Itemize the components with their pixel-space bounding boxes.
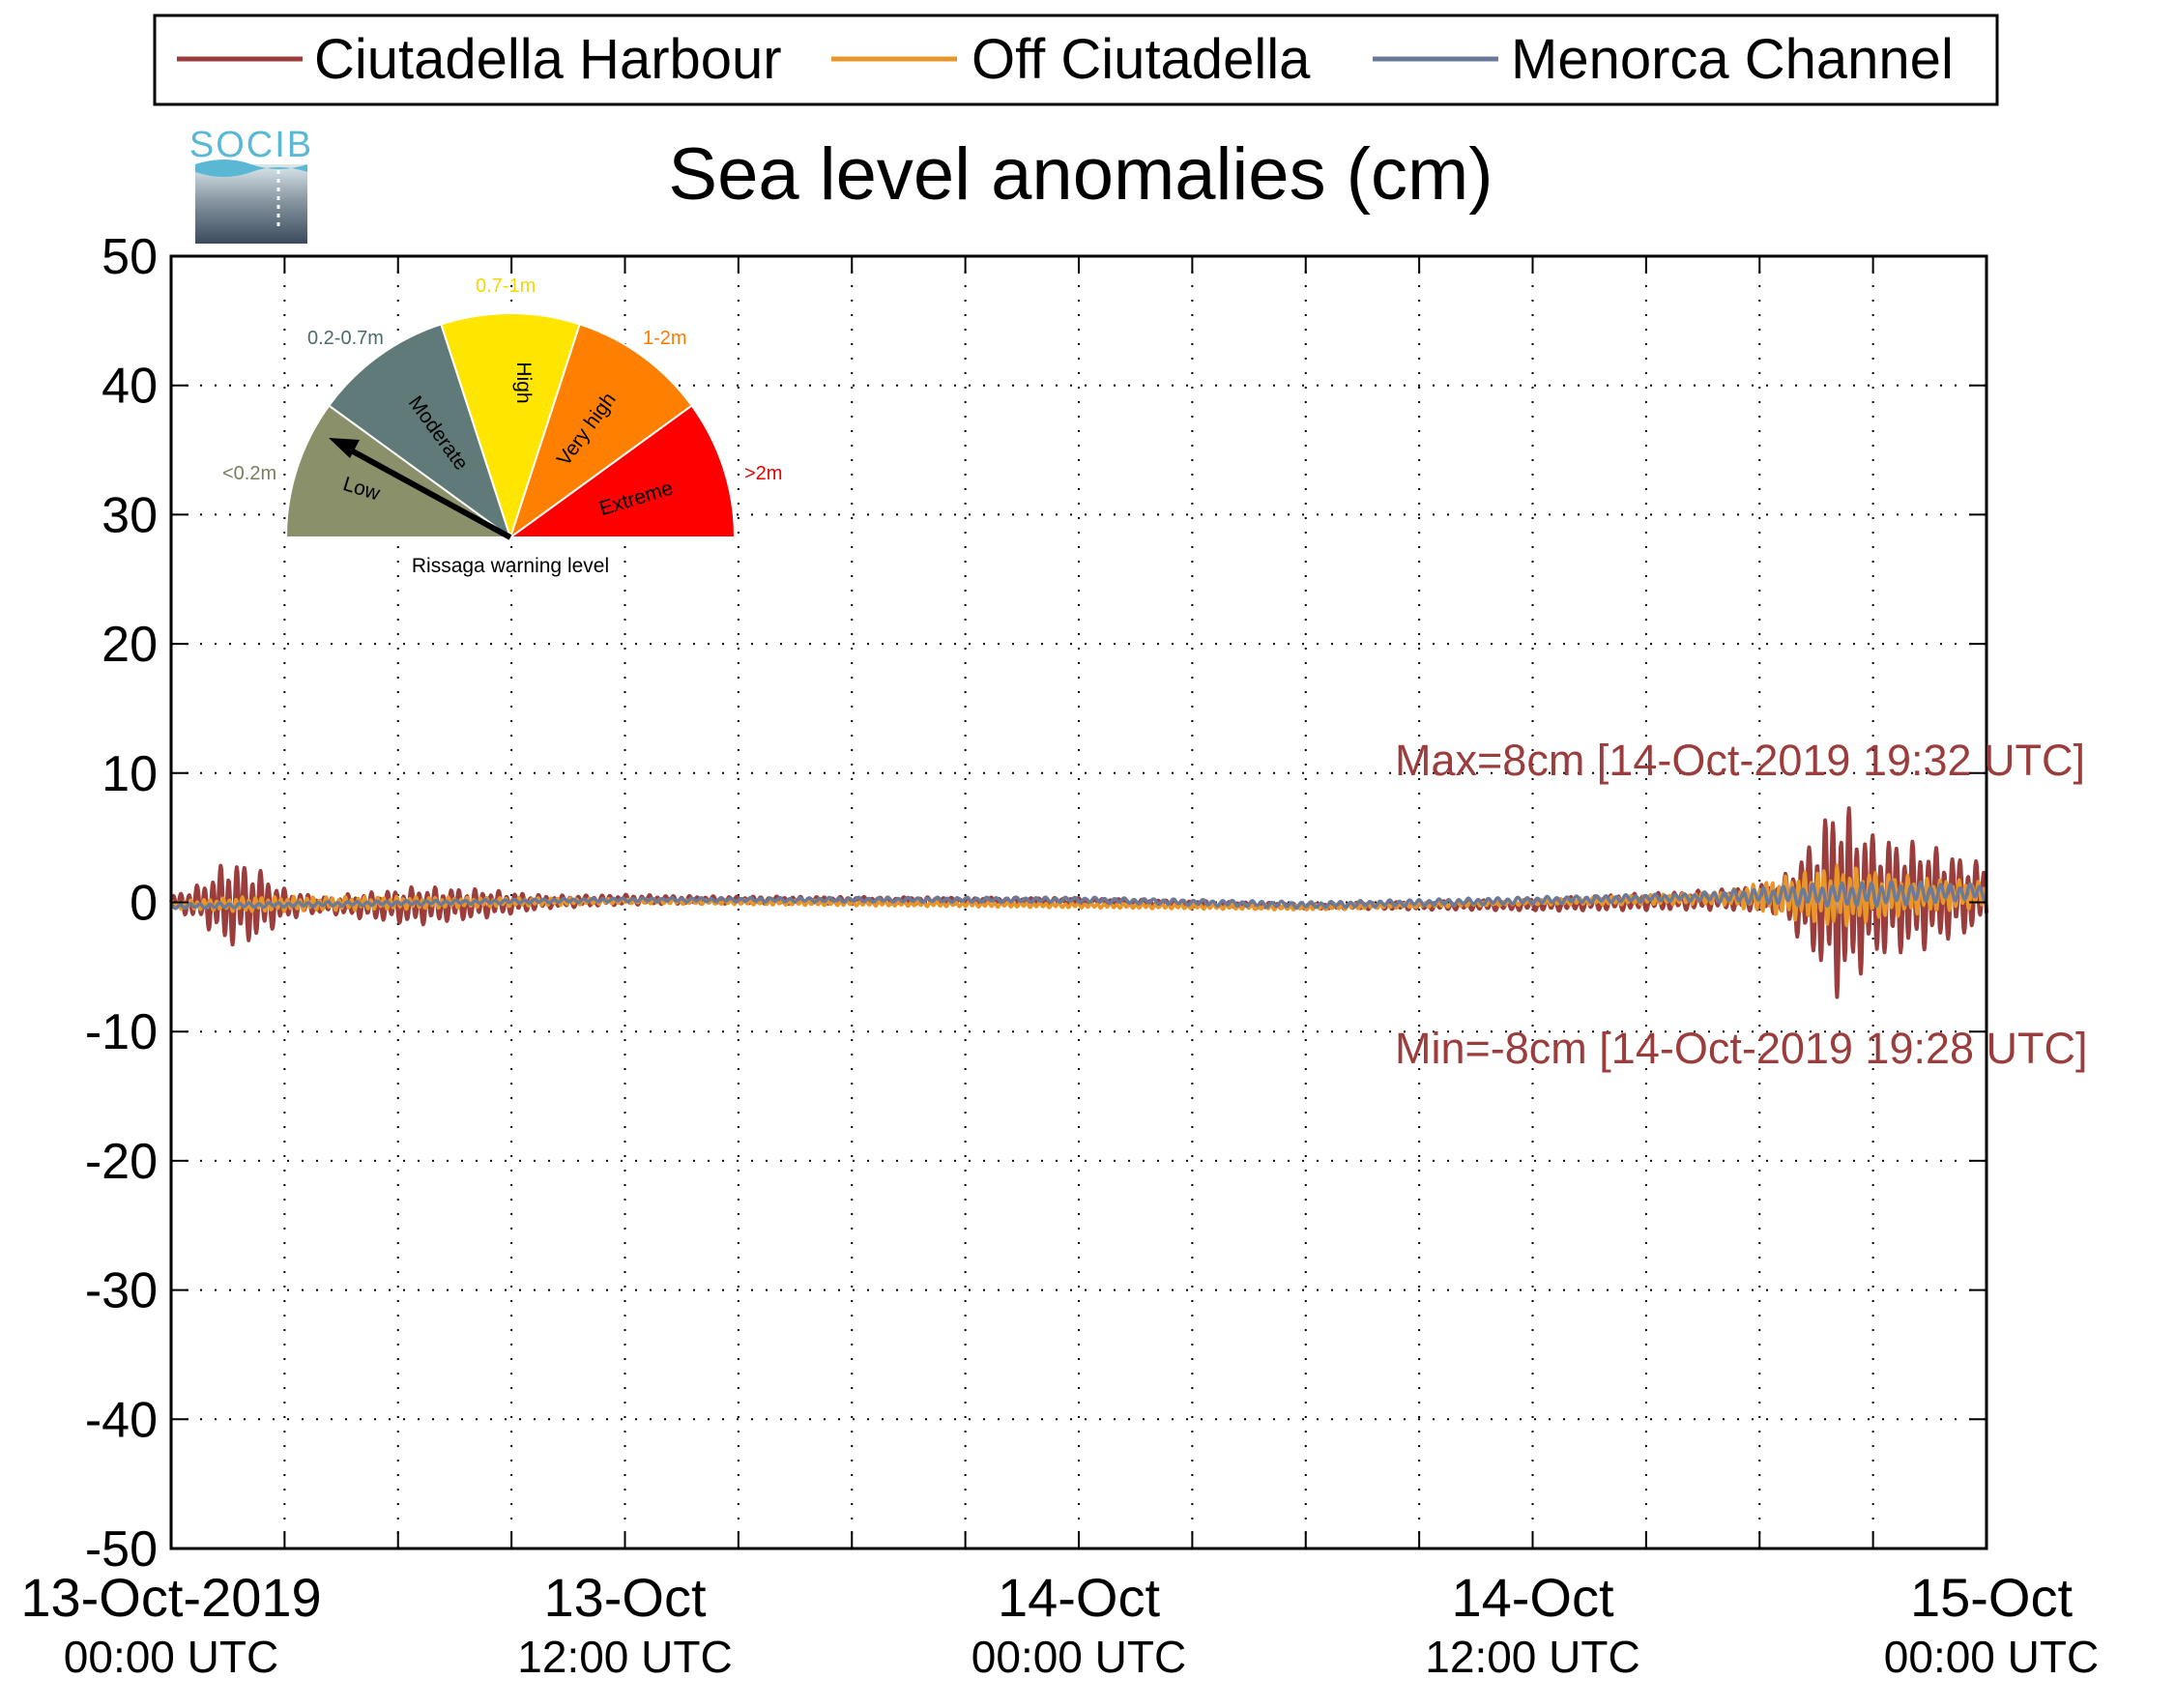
gauge-range-very-high: 1-2m bbox=[643, 328, 687, 349]
gauge-range-low: <0.2m bbox=[222, 463, 276, 484]
ytick-label: 50 bbox=[102, 229, 158, 285]
ytick-label: -50 bbox=[85, 1521, 158, 1578]
legend-label-off-ciutadella: Off Ciutadella bbox=[972, 28, 1311, 91]
logo-block bbox=[195, 164, 307, 244]
max-annotation: Max=8cm [14-Oct-2019 19:32 UTC] bbox=[1395, 736, 2085, 785]
xtick-label-time: 12:00 UTC bbox=[517, 1632, 732, 1682]
gauge-range-moderate: 0.2-0.7m bbox=[307, 328, 384, 349]
ytick-label: 0 bbox=[130, 876, 158, 932]
xtick-label-time: 00:00 UTC bbox=[64, 1632, 278, 1682]
logo-wave bbox=[195, 159, 307, 177]
xtick-label-date: 13-Oct-2019 bbox=[20, 1567, 321, 1628]
legend: Ciutadella Harbour Off Ciutadella Menorc… bbox=[153, 14, 1999, 106]
gauge-caption: Rissaga warning level bbox=[412, 555, 609, 577]
legend-label-ciutadella-harbour: Ciutadella Harbour bbox=[314, 28, 782, 91]
min-annotation: Min=-8cm [14-Oct-2019 19:28 UTC] bbox=[1395, 1024, 2088, 1073]
rissaga-warning-gauge: Low Moderate High Very high Extreme <0.2… bbox=[222, 275, 782, 577]
series-layer bbox=[169, 806, 1988, 999]
logo-text: SOCIB bbox=[189, 125, 313, 165]
legend-box bbox=[153, 14, 1999, 106]
ytick-label: -40 bbox=[85, 1392, 158, 1448]
ytick-label: -30 bbox=[85, 1263, 158, 1319]
socib-logo: SOCIB bbox=[189, 125, 313, 244]
gauge-segment-very-high bbox=[508, 323, 694, 540]
gauge-needle-head bbox=[329, 438, 360, 458]
series-line bbox=[169, 880, 1988, 911]
ytick-label: -10 bbox=[85, 1004, 158, 1060]
chart-title: Sea level anomalies (cm) bbox=[668, 133, 1493, 216]
xtick-label-date: 13-Oct bbox=[543, 1567, 706, 1628]
ytick-label: 20 bbox=[102, 617, 158, 673]
legend-label-menorca-channel: Menorca Channel bbox=[1511, 28, 1954, 91]
xtick-label-time: 00:00 UTC bbox=[1884, 1632, 2099, 1682]
xtick-label-date: 14-Oct bbox=[1451, 1567, 1613, 1628]
ytick-label: -20 bbox=[85, 1134, 158, 1190]
gauge-segment-moderate bbox=[327, 323, 512, 540]
gauge-segment-high bbox=[440, 312, 581, 541]
y-tick-labels: 50 40 30 20 10 0 -10 -20 -30 -40 -50 bbox=[85, 229, 158, 1578]
gauge-needle bbox=[342, 444, 512, 540]
axis-ticks bbox=[170, 255, 1987, 1549]
gauge-range-extreme: >2m bbox=[744, 463, 782, 484]
xtick-label-time: 00:00 UTC bbox=[972, 1632, 1186, 1682]
ytick-label: 30 bbox=[102, 487, 158, 543]
gauge-range-high: 0.7-1m bbox=[476, 275, 536, 297]
gauge-label-high: High bbox=[512, 362, 535, 403]
ytick-label: 10 bbox=[102, 746, 158, 802]
xtick-label-time: 12:00 UTC bbox=[1425, 1632, 1639, 1682]
ytick-label: 40 bbox=[102, 359, 158, 415]
xtick-label-date: 14-Oct bbox=[998, 1567, 1160, 1628]
xtick-label-date: 15-Oct bbox=[1910, 1567, 2073, 1628]
gauge-segment-extreme bbox=[507, 404, 737, 538]
